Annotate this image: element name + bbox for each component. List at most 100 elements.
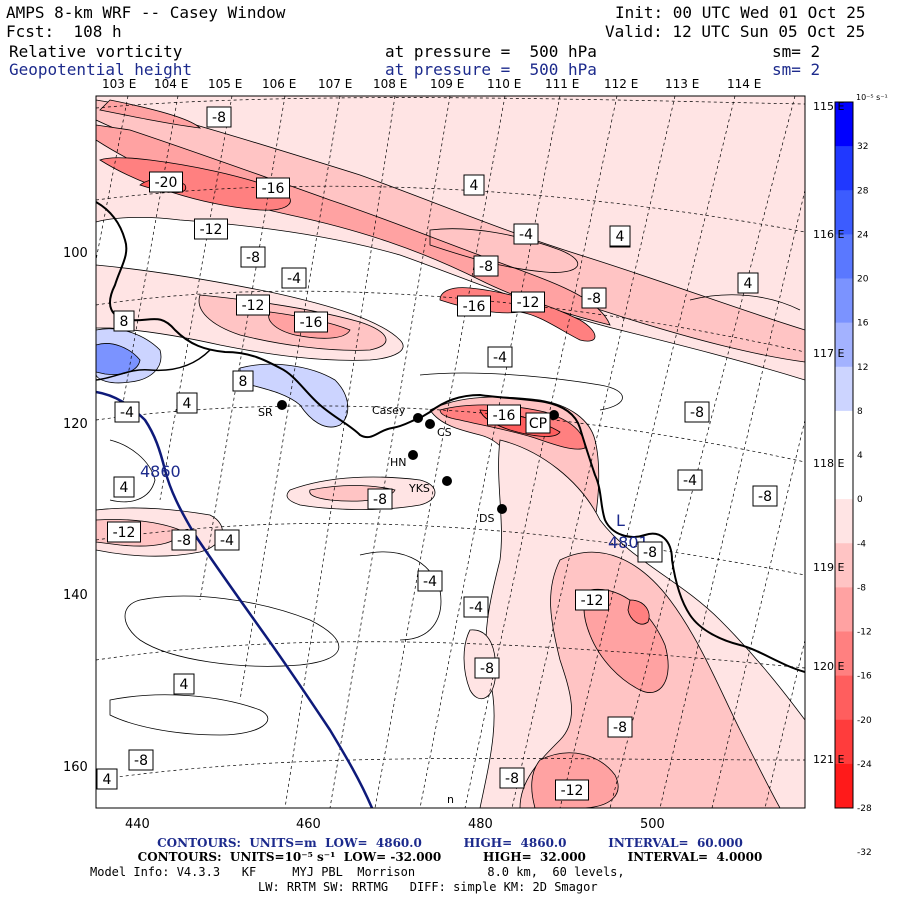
vorticity-label-box (96, 768, 118, 790)
vorticity-label-text: 4 (744, 276, 753, 292)
vorticity-contour-label: -4 (281, 267, 307, 289)
vorticity-contour-label: -16 (256, 177, 290, 199)
vorticity-label-box (114, 401, 140, 423)
colorbar-tick-label: -24 (857, 760, 872, 770)
vorticity-label-box (677, 469, 703, 491)
vorticity-label-text: 4 (616, 229, 625, 245)
vorticity-label-box (294, 311, 328, 333)
map-title: AMPS 8-km WRF -- Casey Window (6, 3, 286, 22)
vorticity-contour-label: -8 (171, 529, 197, 551)
lon-label: 108 E (373, 77, 408, 91)
vorticity-label-box (525, 412, 551, 434)
vorticity-label-box (176, 392, 198, 414)
vorticity-label-text: -4 (220, 533, 234, 549)
vorticity-label-box (256, 177, 290, 199)
colorbar-tick-label: 28 (857, 186, 869, 196)
vorticity-label-box (194, 218, 228, 240)
vorticity-label-box (499, 767, 525, 789)
lon-label: 106 E (262, 77, 297, 91)
station-label: DS (479, 512, 494, 525)
lon-label: 103 E (102, 77, 137, 91)
vorticity-contour-label: -8 (581, 287, 607, 309)
vorticity-label-text: -12 (517, 295, 540, 311)
vorticity-label-box (473, 255, 499, 277)
valid-time: Valid: 12 UTC Sun 05 Oct 25 (605, 22, 866, 41)
lon-label: 109 E (430, 77, 465, 91)
x-tick-label: 480 (468, 817, 493, 832)
colorbar-tick-label: -28 (857, 804, 872, 814)
vorticity-label-box (463, 596, 489, 618)
vorticity-label-box (684, 401, 710, 423)
colorbar-segment (835, 190, 853, 235)
y-tick-label: 120 (63, 417, 88, 432)
station-label: HN (390, 456, 407, 469)
station-dot-ds (497, 504, 507, 514)
height-contour-4860 (96, 390, 374, 808)
vorticity-contour-label: CP (525, 412, 551, 434)
lon-label-right: 118 E (813, 457, 844, 470)
colorbar-unit: 10⁻⁵ s⁻¹ (856, 93, 888, 102)
vorticity-label-box (206, 106, 232, 128)
vorticity-contour-label: -8 (499, 767, 525, 789)
lon-label: 111 E (545, 77, 580, 91)
vorticity-contour-label: -16 (294, 311, 328, 333)
vorticity-label-text: -4 (287, 271, 301, 287)
vorticity-contour-label: -12 (107, 521, 141, 543)
lon-label-right: 120 E (813, 660, 844, 673)
vorticity-label-text: -4 (493, 350, 507, 366)
colorbar-segment (835, 675, 853, 721)
negative-vorticity-southeast (463, 439, 805, 808)
colorbar-tick-label: 8 (857, 407, 863, 417)
vorticity-contour-label: -4 (214, 529, 240, 551)
vorticity-contour-label: -4 (417, 570, 443, 592)
lon-label: 114 E (727, 77, 762, 91)
vorticity-contour-label: -8 (637, 541, 663, 563)
x-tick-label: 500 (640, 817, 665, 832)
vorticity-contour-label: -8 (367, 488, 393, 510)
vorticity-label-text: -16 (262, 181, 285, 197)
vorticity-contour-label: -12 (575, 589, 609, 611)
colorbar-segment (835, 278, 853, 324)
vorticity-label-text: 8 (239, 374, 248, 390)
vorticity-label-box (737, 272, 759, 294)
vorticity-label-text: -8 (480, 661, 494, 677)
vorticity-label-box (637, 541, 663, 563)
vorticity-contour-label: -8 (128, 749, 154, 771)
colorbar-segment (835, 587, 853, 632)
plot-border (95, 95, 806, 809)
vorticity-label-text: -4 (469, 600, 483, 616)
colorbar: 32 28 24 20 16 12 8 4 0 -4 -8 -12 -16 -20 -24 -28 -32 10⁻… (834, 93, 888, 858)
forecast-hour: Fcst: 108 h (6, 22, 122, 41)
colorbar-tick-label: 12 (857, 363, 868, 373)
colorbar-segment (835, 763, 853, 809)
vorticity-label-box (149, 171, 183, 193)
vorticity-label-text: -8 (587, 291, 601, 307)
vorticity-label-text: -16 (463, 299, 486, 315)
vorticity-contour-label: 4 (609, 225, 631, 247)
vorticity-contour-label: -8 (684, 401, 710, 423)
vorticity-label-text: 4 (183, 396, 192, 412)
lon-label: 112 E (604, 77, 639, 91)
colorbar-segment (835, 543, 853, 588)
station-label: Casey (372, 404, 406, 417)
field1-name: Relative vorticity (9, 42, 183, 61)
vorticity-label-box (555, 779, 589, 801)
vorticity-label-box (607, 716, 633, 738)
vorticity-label-text: -12 (200, 222, 223, 238)
coastline (96, 201, 805, 673)
colorbar-tick-label: 20 (857, 275, 869, 285)
vorticity-label-box (417, 570, 443, 592)
lon-label: 107 E (318, 77, 353, 91)
station-label: SR (258, 406, 273, 419)
right-longitude-labels: 115 E 116 E 117 E 118 E 119 E 120 E 121 … (813, 100, 844, 766)
colorbar-segment (835, 146, 853, 191)
vorticity-label-box (487, 346, 513, 368)
colorbar-segment (835, 410, 853, 456)
vorticity-label-box (581, 287, 607, 309)
vorticity-label-box (240, 246, 266, 268)
vorticity-contour-label: 4 (173, 673, 195, 695)
vorticity-contour-label: -4 (677, 469, 703, 491)
vorticity-label-text: -8 (177, 533, 191, 549)
vorticity-contour-label: 8 (232, 370, 254, 392)
